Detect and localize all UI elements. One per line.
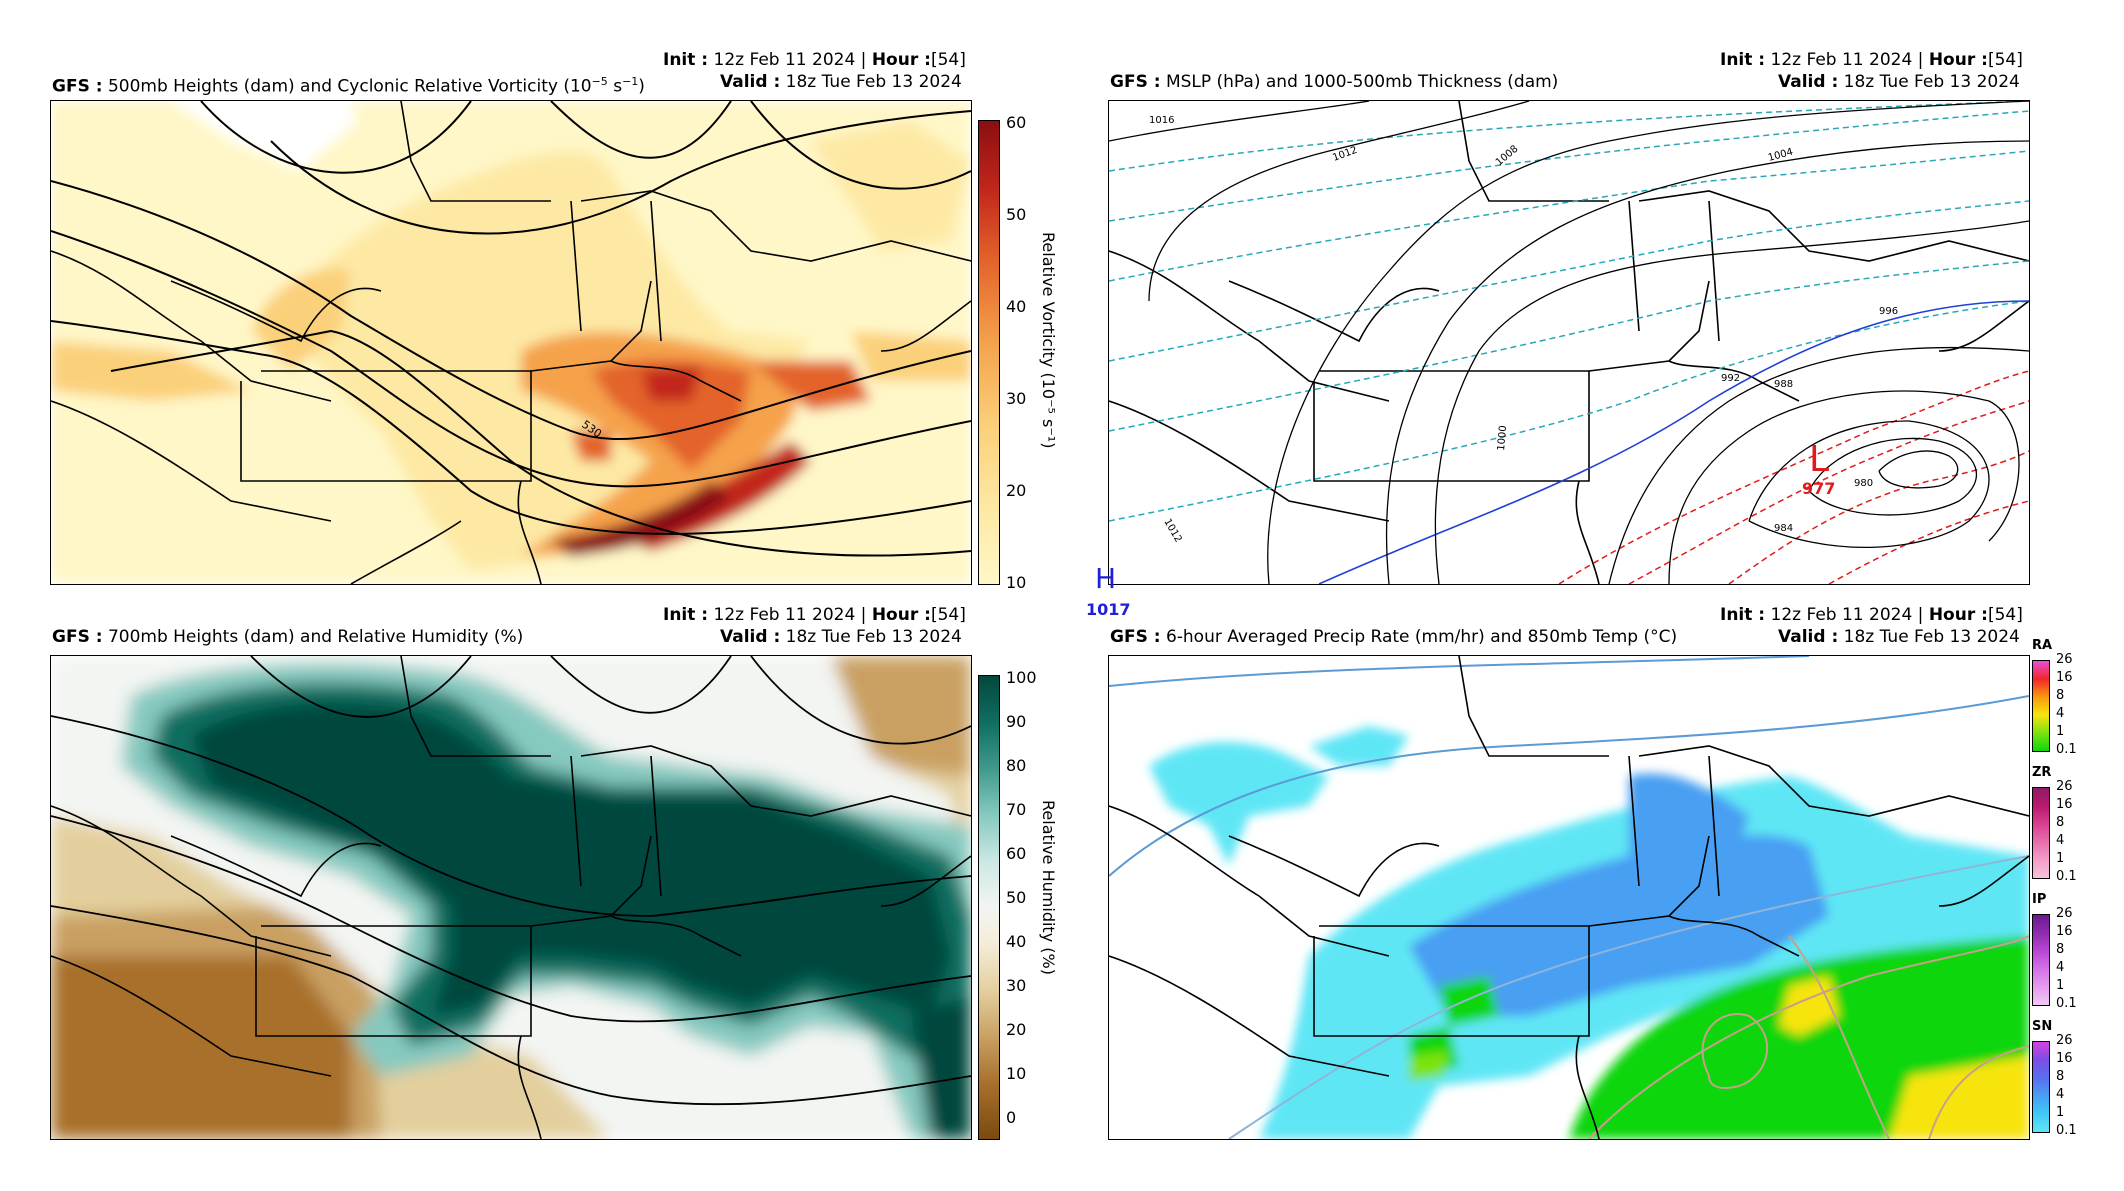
rain-colorbar-title: RA bbox=[2032, 638, 2053, 653]
freezing-rain-colorbar bbox=[2032, 787, 2050, 879]
precip-panel: Init : 12z Feb 11 2024 | Hour :[54] GFS … bbox=[0, 0, 2077, 1140]
rain-tick: 1 bbox=[2056, 724, 2065, 739]
sleet-tick: 16 bbox=[2056, 924, 2073, 939]
colorbar-tick: 30 bbox=[1006, 389, 1027, 408]
valid-line: Valid : 18z Tue Feb 13 2024 bbox=[720, 627, 962, 647]
low-pressure-value: 977 bbox=[1802, 479, 1835, 498]
colorbar-tick: 40 bbox=[1006, 297, 1027, 316]
snow-colorbar bbox=[2032, 1041, 2050, 1133]
snow-tick: 4 bbox=[2056, 1087, 2065, 1102]
freezing-rain-tick: 16 bbox=[2056, 797, 2073, 812]
precip-map bbox=[1108, 655, 2030, 1140]
borders bbox=[51, 101, 971, 584]
freezing-rain-tick: 8 bbox=[2056, 815, 2065, 830]
mslp-map: 1016 1012 1008 1004 1000 996 992 988 984… bbox=[1108, 100, 2030, 585]
rain-tick: 0.1 bbox=[2056, 742, 2077, 757]
colorbar-tick: 100 bbox=[1006, 668, 1037, 687]
colorbar-tick: 20 bbox=[1006, 1020, 1027, 1039]
vorticity-panel: Init : 12z Feb 11 2024 | Hour :[54] GFS … bbox=[0, 0, 1058, 592]
init-line: Init : 12z Feb 11 2024 | Hour :[54] bbox=[663, 605, 966, 625]
freezing-rain-tick: 4 bbox=[2056, 833, 2065, 848]
sleet-tick: 4 bbox=[2056, 960, 2065, 975]
panel-title: GFS : MSLP (hPa) and 1000-500mb Thicknes… bbox=[1110, 72, 1559, 92]
valid-line: Valid : 18z Tue Feb 13 2024 bbox=[1778, 72, 2020, 92]
colorbar-tick: 60 bbox=[1006, 113, 1027, 132]
rain-tick: 16 bbox=[2056, 670, 2073, 685]
init-line: Init : 12z Feb 11 2024 | Hour :[54] bbox=[663, 50, 966, 70]
valid-line: Valid : 18z Tue Feb 13 2024 bbox=[720, 72, 962, 92]
temp-contours bbox=[1109, 656, 2029, 1139]
colorbar-tick: 20 bbox=[1006, 481, 1027, 500]
height-contours bbox=[51, 101, 971, 557]
colorbar-tick: 10 bbox=[1006, 1064, 1027, 1083]
high-pressure-symbol: H bbox=[1095, 562, 1117, 595]
isobar-label: 1016 bbox=[1149, 115, 1174, 126]
isobar-label: 984 bbox=[1774, 523, 1793, 534]
vorticity-colorbar bbox=[978, 120, 1000, 585]
panel-title: GFS : 700mb Heights (dam) and Relative H… bbox=[52, 627, 524, 647]
isobar-label: 988 bbox=[1774, 379, 1793, 390]
sleet-tick: 8 bbox=[2056, 942, 2065, 957]
borders bbox=[51, 656, 971, 1139]
isobar-label: 1000 bbox=[1496, 425, 1509, 451]
zero-line bbox=[1318, 300, 2029, 584]
isobar-label: 1012 bbox=[1331, 145, 1359, 164]
freezing-rain-colorbar-title: ZR bbox=[2032, 765, 2052, 780]
height-contours bbox=[51, 656, 971, 1106]
init-line: Init : 12z Feb 11 2024 | Hour :[54] bbox=[1720, 605, 2023, 625]
thickness-contours bbox=[1109, 101, 2029, 522]
sleet-colorbar bbox=[2032, 914, 2050, 1006]
snow-tick: 16 bbox=[2056, 1051, 2073, 1066]
isobar-label: 1012 bbox=[1161, 517, 1183, 545]
freezing-rain-tick: 0.1 bbox=[2056, 869, 2077, 884]
borders bbox=[1109, 101, 2029, 584]
sleet-tick: 26 bbox=[2056, 906, 2073, 921]
low-pressure-symbol: L bbox=[1809, 439, 1829, 480]
isobar-label: 980 bbox=[1854, 478, 1873, 489]
colorbar-tick: 60 bbox=[1006, 844, 1027, 863]
snow-tick: 26 bbox=[2056, 1033, 2073, 1048]
colorbar-tick: 50 bbox=[1006, 888, 1027, 907]
colorbar-tick: 0 bbox=[1006, 1108, 1017, 1127]
snow-tick: 0.1 bbox=[2056, 1123, 2077, 1138]
panel-title: GFS : 6-hour Averaged Precip Rate (mm/hr… bbox=[1110, 627, 1678, 647]
mslp-panel: Init : 12z Feb 11 2024 | Hour :[54] GFS … bbox=[0, 0, 2030, 619]
isobars bbox=[1109, 101, 2029, 584]
freezing-rain-tick: 26 bbox=[2056, 779, 2073, 794]
humidity-map bbox=[50, 655, 972, 1140]
sleet-tick: 1 bbox=[2056, 978, 2065, 993]
snow-tick: 8 bbox=[2056, 1069, 2065, 1084]
rain-tick: 8 bbox=[2056, 688, 2065, 703]
sleet-colorbar-title: IP bbox=[2032, 892, 2047, 907]
rain-colorbar bbox=[2032, 660, 2050, 752]
colorbar-label: Relative Humidity (%) bbox=[1039, 800, 1058, 975]
rain-tick: 26 bbox=[2056, 652, 2073, 667]
borders bbox=[1109, 656, 2029, 1139]
colorbar-tick: 30 bbox=[1006, 976, 1027, 995]
init-line: Init : 12z Feb 11 2024 | Hour :[54] bbox=[1720, 50, 2023, 70]
humidity-colorbar bbox=[978, 675, 1000, 1140]
valid-line: Valid : 18z Tue Feb 13 2024 bbox=[1778, 627, 2020, 647]
humidity-panel: Init : 12z Feb 11 2024 | Hour :[54] GFS … bbox=[0, 0, 1058, 1140]
snow-tick: 1 bbox=[2056, 1105, 2065, 1120]
freezing-rain-tick: 1 bbox=[2056, 851, 2065, 866]
colorbar-tick: 10 bbox=[1006, 573, 1027, 592]
colorbar-label: Relative Vorticity (10⁻⁵ s⁻¹) bbox=[1039, 232, 1058, 449]
snow-colorbar-title: SN bbox=[2032, 1019, 2053, 1034]
colorbar-tick: 80 bbox=[1006, 756, 1027, 775]
warm-thickness bbox=[1558, 370, 2029, 584]
colorbar-tick: 50 bbox=[1006, 205, 1027, 224]
colorbar-tick: 90 bbox=[1006, 712, 1027, 731]
panel-title: GFS : 500mb Heights (dam) and Cyclonic R… bbox=[52, 75, 645, 97]
isobar-label: 996 bbox=[1879, 306, 1898, 317]
isobar-label: 992 bbox=[1721, 373, 1740, 384]
colorbar-tick: 70 bbox=[1006, 800, 1027, 819]
vorticity-map: 530 bbox=[50, 100, 972, 585]
precip-fill bbox=[1149, 726, 2029, 1139]
vorticity-fill bbox=[51, 101, 971, 584]
high-pressure-value: 1017 bbox=[1086, 600, 1131, 619]
sleet-tick: 0.1 bbox=[2056, 996, 2077, 1011]
colorbar-tick: 40 bbox=[1006, 932, 1027, 951]
rain-tick: 4 bbox=[2056, 706, 2065, 721]
